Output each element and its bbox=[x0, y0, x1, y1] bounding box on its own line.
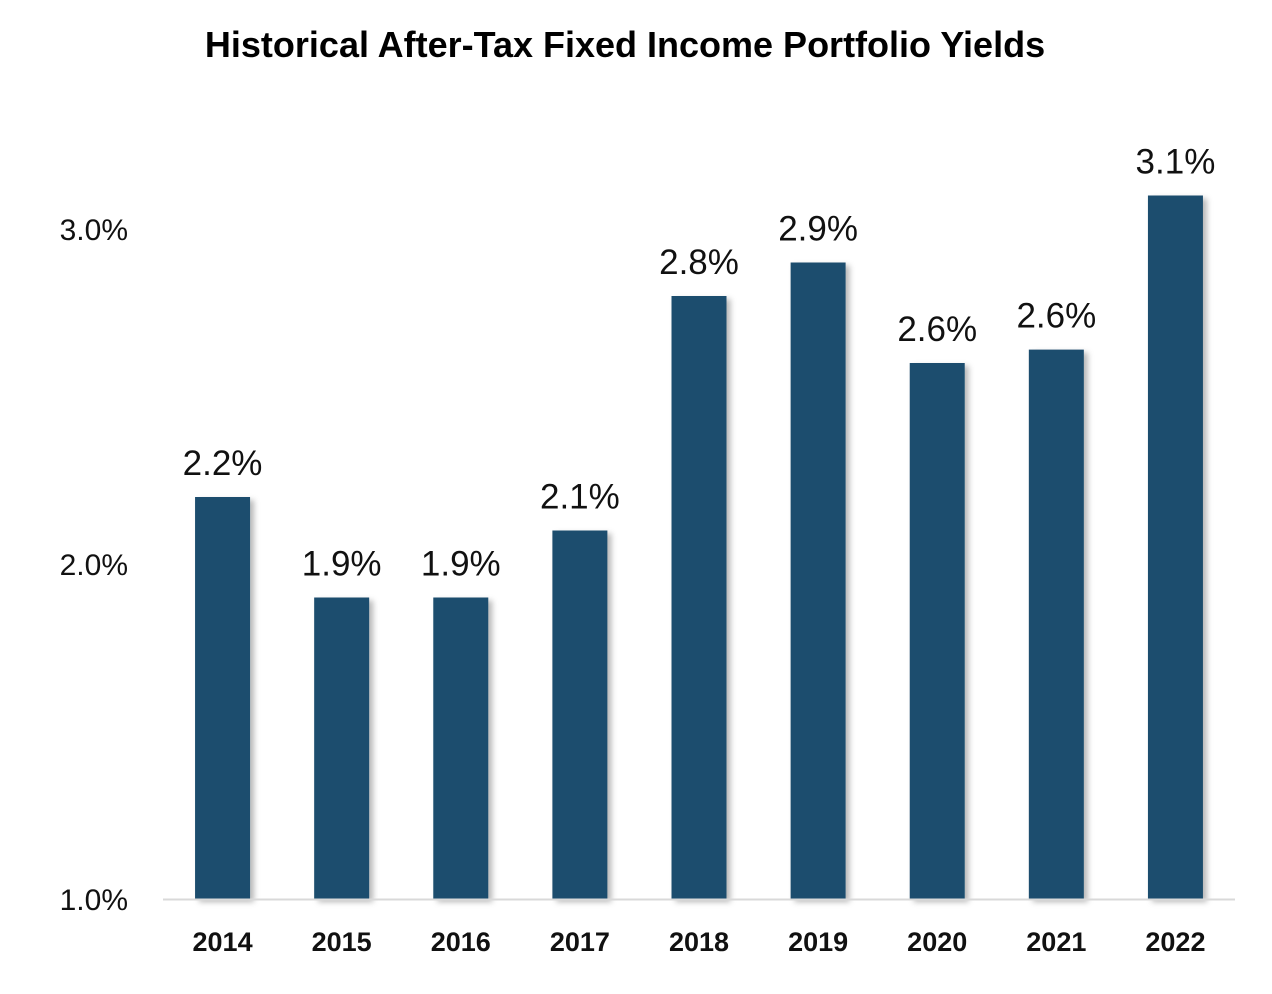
data-label-2016: 1.9% bbox=[421, 545, 501, 584]
x-tick-label-2015: 2015 bbox=[312, 927, 372, 957]
data-label-2019: 2.9% bbox=[778, 210, 858, 249]
x-tick-label-2019: 2019 bbox=[788, 927, 848, 957]
x-tick-label-2014: 2014 bbox=[193, 927, 253, 957]
y-tick-label: 3.0% bbox=[60, 214, 128, 247]
x-axis: 2014 2015 2016 2017 2018 2019 2020 2021 2022 bbox=[163, 898, 1235, 957]
x-tick-label-2021: 2021 bbox=[1026, 927, 1086, 957]
bar-2022 bbox=[1147, 195, 1203, 899]
bar-2014 bbox=[195, 497, 251, 899]
x-tick-label-2022: 2022 bbox=[1145, 927, 1205, 957]
data-labels: 2.2% 1.9% 1.9% 2.1% 2.8% 2.9% 2.6% 2.6% 3.1% bbox=[183, 143, 1216, 584]
x-tick-label-2016: 2016 bbox=[431, 927, 491, 957]
y-tick-label: 2.0% bbox=[60, 549, 128, 582]
y-axis: 1.0% 2.0% 3.0% bbox=[60, 214, 128, 917]
bar-2017 bbox=[552, 530, 608, 899]
data-label-2015: 1.9% bbox=[302, 545, 382, 584]
chart-title: Historical After-Tax Fixed Income Portfo… bbox=[205, 24, 1045, 65]
bar-2020 bbox=[909, 363, 965, 899]
data-label-2021: 2.6% bbox=[1016, 297, 1096, 336]
x-tick-label-2017: 2017 bbox=[550, 927, 610, 957]
bar-2018 bbox=[671, 296, 727, 899]
data-label-2018: 2.8% bbox=[659, 243, 739, 282]
data-label-2017: 2.1% bbox=[540, 478, 620, 517]
bar-2016 bbox=[433, 597, 489, 899]
bar-2015 bbox=[314, 597, 370, 899]
data-label-2022: 3.1% bbox=[1136, 143, 1216, 182]
bar-2021 bbox=[1028, 349, 1084, 900]
bars bbox=[195, 195, 1203, 900]
x-tick-label-2018: 2018 bbox=[669, 927, 729, 957]
bar-2019 bbox=[790, 262, 846, 899]
x-tick-label-2020: 2020 bbox=[907, 927, 967, 957]
y-tick-label: 1.0% bbox=[60, 884, 128, 917]
data-label-2014: 2.2% bbox=[183, 444, 263, 483]
data-label-2020: 2.6% bbox=[897, 310, 977, 349]
